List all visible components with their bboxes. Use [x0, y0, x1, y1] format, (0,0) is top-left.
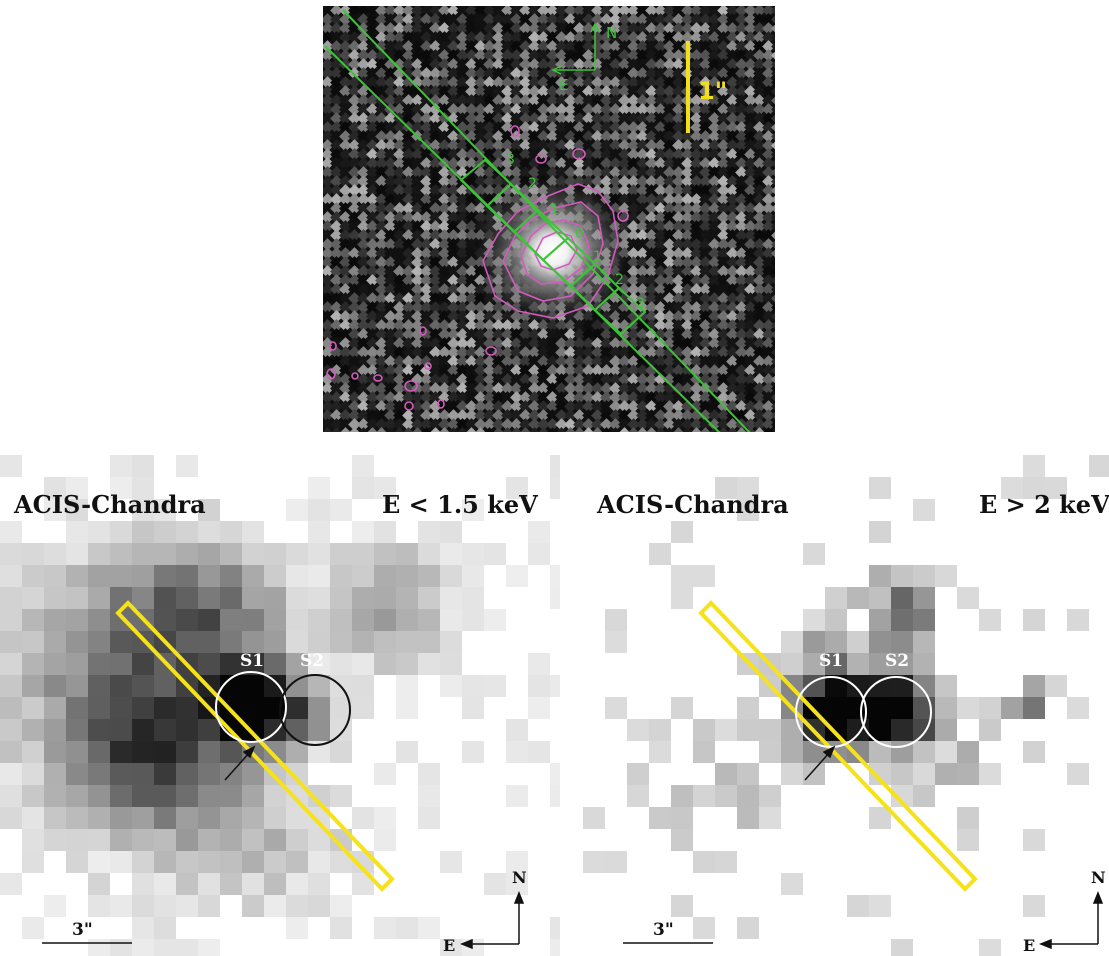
- chandra-soft-panel: S1 S2 ACIS-Chandra E < 1.5 keV 3" N E: [0, 455, 560, 956]
- scale-bar-label: 3": [72, 920, 93, 940]
- slit-label-1b: 1: [593, 249, 602, 265]
- instrument-title: ACIS-Chandra: [13, 490, 206, 519]
- source-label-s2: S2: [300, 651, 324, 671]
- compass-north-label: N: [512, 868, 527, 887]
- spectrograph-slit: [324, 9, 751, 432]
- compass-icon: [459, 890, 525, 950]
- chandra-soft-image: S1 S2 ACIS-Chandra E < 1.5 keV 3" N E: [0, 455, 560, 956]
- compass-east-label: E: [1023, 936, 1035, 955]
- optical-image: 3 2 1 0 1 2 3 N E 1": [323, 6, 775, 432]
- source-circle-s2: [279, 674, 351, 746]
- compass-east-label: E: [443, 936, 455, 955]
- arrow-icon: [224, 745, 256, 781]
- slit-label-3a: 3: [506, 152, 515, 168]
- compass-north-label: N: [1091, 868, 1106, 887]
- slit-label-2a: 2: [528, 176, 537, 192]
- slit-overlay: [698, 600, 978, 892]
- chandra-hard-panel: S1 S2 ACIS-Chandra E > 2 keV 3" N E: [583, 455, 1109, 956]
- slit-overlay: [115, 600, 395, 892]
- source-label-s1: S1: [819, 651, 843, 671]
- source-circle-s1: [795, 676, 867, 748]
- compass-north-label: N: [606, 24, 617, 42]
- source-circle-s2: [860, 676, 932, 748]
- chandra-hard-image: S1 S2 ACIS-Chandra E > 2 keV 3" N E: [583, 455, 1109, 956]
- scale-bar-label: 3": [653, 920, 674, 940]
- source-label-s1: S1: [240, 651, 264, 671]
- slit-label-3b: 3: [636, 296, 645, 312]
- compass-icon: [1038, 890, 1104, 950]
- slit-label-1a: 1: [550, 202, 559, 218]
- source-circle-s1: [215, 671, 287, 743]
- slit-label-2b: 2: [615, 272, 624, 288]
- compass-east-label: E: [559, 76, 568, 94]
- energy-label: E < 1.5 keV: [382, 490, 538, 519]
- scale-bar-label: 1": [698, 77, 727, 105]
- slit-label-0: 0: [575, 226, 584, 242]
- compass-icon: [551, 22, 600, 75]
- optical-image-panel: 3 2 1 0 1 2 3 N E 1": [323, 6, 775, 432]
- arrow-icon: [804, 745, 836, 781]
- x-ray-contours: [326, 125, 629, 411]
- source-label-s2: S2: [885, 651, 909, 671]
- instrument-title: ACIS-Chandra: [596, 490, 789, 519]
- hard-band-pixels: [583, 455, 1109, 956]
- energy-label: E > 2 keV: [979, 490, 1109, 519]
